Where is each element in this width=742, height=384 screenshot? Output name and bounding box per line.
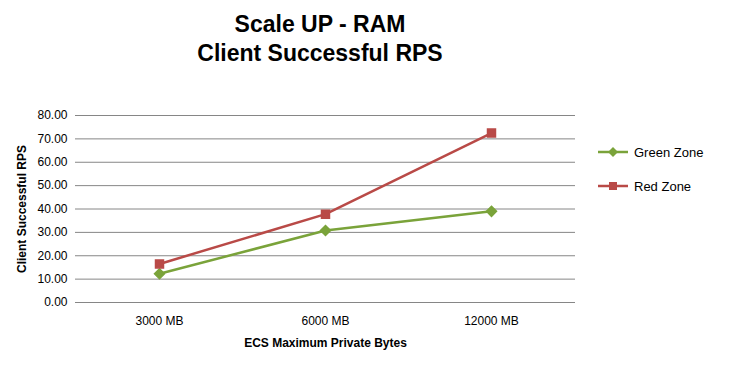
svg-text:60.00: 60.00 [37,155,67,169]
svg-text:Client Successful RPS: Client Successful RPS [15,145,29,273]
html-text:Scale UP - RAM: Scale UP - RAM [234,11,406,37]
svg-text:0.00: 0.00 [44,295,68,309]
svg-text:12000 MB: 12000 MB [464,314,519,328]
svg-text:3000 MB: 3000 MB [135,314,183,328]
svg-text:40.00: 40.00 [37,202,67,216]
svg-text:50.00: 50.00 [37,178,67,192]
html-text:Green Zone: Green Zone [634,144,704,160]
svg-text:20.00: 20.00 [37,249,67,263]
svg-text:70.00: 70.00 [37,132,67,146]
svg-text:6000 MB: 6000 MB [301,314,349,328]
html-text:Client Successful RPS: Client Successful RPS [197,40,443,66]
svg-text:ECS Maximum Private Bytes: ECS Maximum Private Bytes [244,336,407,350]
svg-text:80.00: 80.00 [37,108,67,122]
svg-text:10.00: 10.00 [37,272,67,286]
html-text:Red Zone: Red Zone [634,178,692,194]
svg-text:30.00: 30.00 [37,225,67,239]
